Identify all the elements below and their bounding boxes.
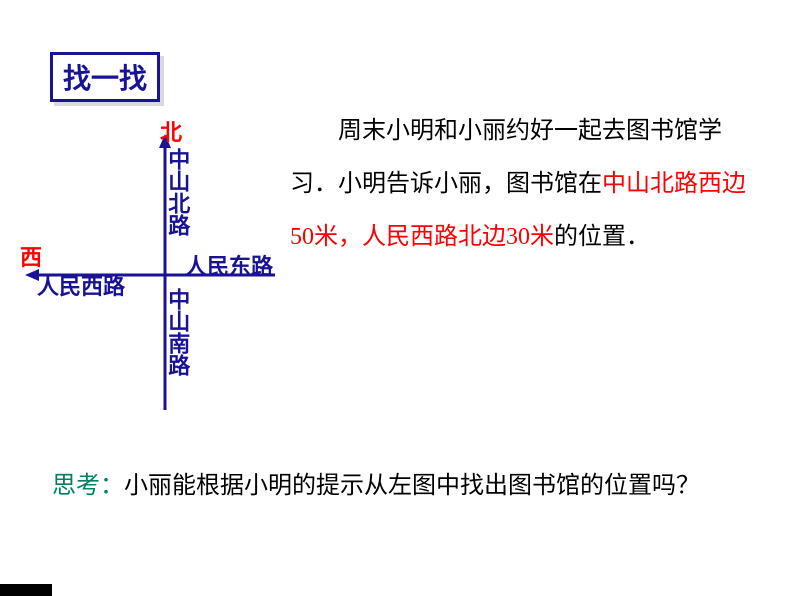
road-west-label: 人民西路: [37, 275, 125, 299]
think-label: 思考：: [52, 473, 124, 499]
question-block: 思考：小丽能根据小明的提示从左图中找出图书馆的位置吗？: [52, 460, 732, 513]
paragraph-part2: 的位置．: [554, 224, 650, 250]
page-indicator: [0, 584, 52, 596]
direction-north-label: 北: [160, 115, 182, 147]
section-title: 找一找: [63, 64, 147, 95]
intersection-diagram: 北 西 中山北路 中山南路 人民西路 人民东路: [25, 130, 285, 430]
problem-paragraph: 周末小明和小丽约好一起去图书馆学习．小明告诉小丽，图书馆在中山北路西边50米，人…: [290, 105, 760, 263]
direction-west-label: 西: [20, 240, 42, 272]
road-north-label: 中山北路: [165, 148, 189, 236]
question-text: 小丽能根据小明的提示从左图中找出图书馆的位置吗？: [124, 473, 700, 499]
section-title-box: 找一找: [50, 52, 160, 102]
road-east-label: 人民东路: [185, 255, 273, 279]
road-south-label: 中山南路: [165, 288, 189, 376]
